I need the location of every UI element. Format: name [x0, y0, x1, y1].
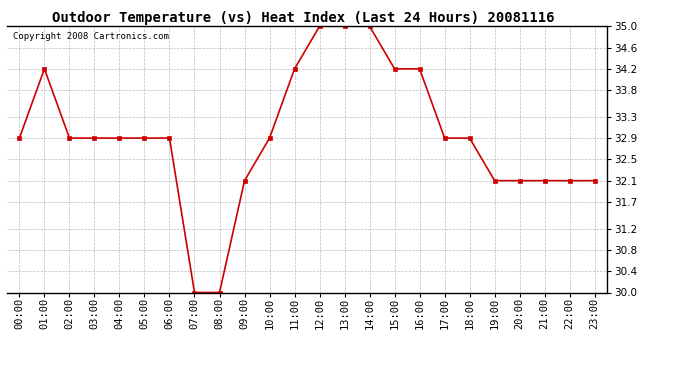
Text: Copyright 2008 Cartronics.com: Copyright 2008 Cartronics.com — [13, 32, 169, 40]
Text: Outdoor Temperature (vs) Heat Index (Last 24 Hours) 20081116: Outdoor Temperature (vs) Heat Index (Las… — [52, 11, 555, 25]
